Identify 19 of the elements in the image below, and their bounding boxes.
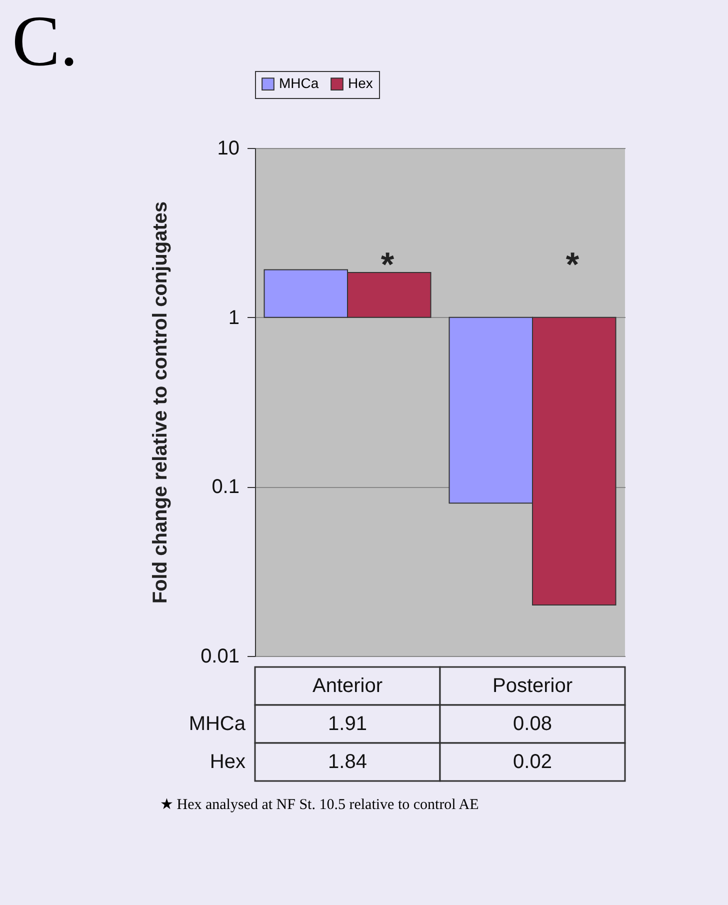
legend-label: MHCa [279, 75, 319, 92]
text: Hex [210, 751, 246, 773]
y-axis-title: Fold change relative to control conjugates [150, 201, 172, 604]
data-label: 1.91 [328, 713, 367, 735]
data-label: 1.84 [328, 751, 367, 773]
data-label: 0.08 [513, 713, 552, 735]
y-tick-label: 1 [228, 306, 240, 329]
legend-label: Hex [348, 75, 373, 92]
text: ★ Hex analysed at NF St. 10.5 relative to control AE [160, 796, 479, 814]
x-tick-label: Anterior [312, 675, 383, 697]
chart-title: C. [12, 0, 78, 83]
annotation: * [380, 246, 395, 284]
text: MHCa [188, 713, 246, 735]
x-tick-label: Posterior [492, 675, 573, 697]
y-tick-label: 0.01 [200, 646, 240, 668]
y-tick-label: 0.1 [212, 476, 240, 498]
data-label: 0.02 [513, 751, 552, 773]
annotation: * [566, 246, 580, 284]
y-tick-label: 10 [217, 138, 240, 160]
